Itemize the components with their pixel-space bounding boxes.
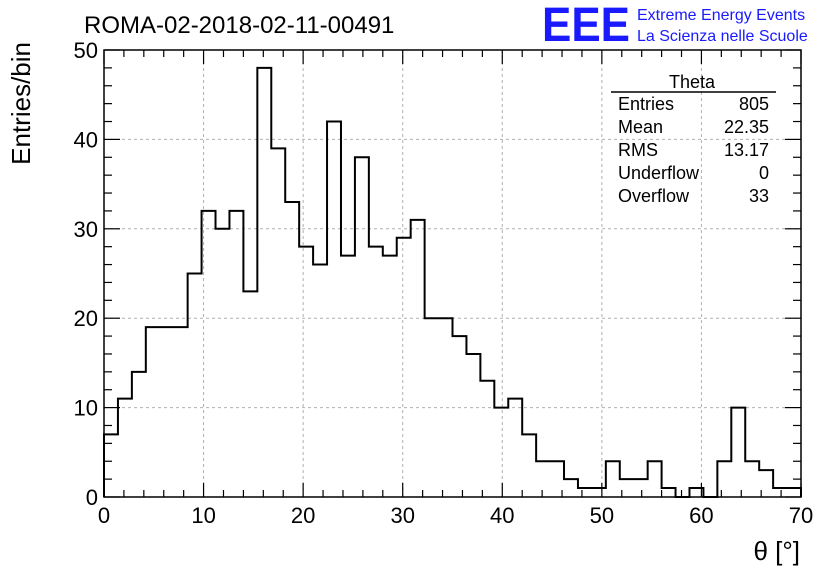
stats-title: Theta xyxy=(669,72,716,92)
x-tick-label: 10 xyxy=(191,503,215,528)
x-tick-label: 50 xyxy=(590,503,614,528)
histogram-bin xyxy=(369,247,383,497)
y-tick-label: 50 xyxy=(74,38,98,63)
histogram-bin xyxy=(620,479,634,497)
histogram-bin xyxy=(411,220,425,497)
histogram-bin xyxy=(536,461,550,497)
histogram-bins xyxy=(104,68,801,497)
logo-line2: La Scienza nelle Scuole xyxy=(637,28,808,45)
y-tick-label: 10 xyxy=(74,396,98,421)
stats-rows: Entries 805 Mean 22.35 RMS 13.17 Underflow 0 Ove… xyxy=(618,94,769,206)
stats-row-label: Entries xyxy=(618,94,674,114)
histogram-bin xyxy=(243,291,257,497)
histogram-bin xyxy=(271,148,285,497)
histogram-bin xyxy=(494,408,508,497)
x-tick-label: 20 xyxy=(291,503,315,528)
histogram-bin xyxy=(299,247,313,497)
logo-mark: EEE xyxy=(542,0,630,52)
stats-box: Theta Entries 805 Mean 22.35 RMS 13.17 Underfl… xyxy=(611,72,776,206)
histogram-bin xyxy=(132,372,146,497)
histogram-bin xyxy=(466,354,480,497)
histogram-bin xyxy=(745,461,759,497)
histogram-bin xyxy=(383,256,397,497)
y-tick-label: 40 xyxy=(74,127,98,152)
tick-labels: 0 10 20 30 40 50 60 70 0 10 20 30 40 50 xyxy=(74,38,814,528)
histogram-bin xyxy=(731,408,745,497)
histogram-bin xyxy=(480,381,494,497)
histogram-bin xyxy=(327,122,341,497)
histogram-bin xyxy=(202,211,216,497)
stats-row-label: Underflow xyxy=(618,163,700,183)
histogram-bin xyxy=(592,488,606,497)
x-tick-label: 60 xyxy=(689,503,713,528)
histogram-bin xyxy=(118,399,132,497)
stats-row-label: Overflow xyxy=(618,186,690,206)
y-axis-label: Entries/bin xyxy=(6,42,36,165)
chart-title: ROMA-02-2018-02-11-00491 xyxy=(84,12,394,39)
y-tick-label: 0 xyxy=(86,485,98,510)
y-tick-label: 30 xyxy=(74,217,98,242)
x-tick-label: 0 xyxy=(98,503,110,528)
grid-lines xyxy=(104,50,801,497)
y-tick-label: 20 xyxy=(74,306,98,331)
histogram-bin xyxy=(229,211,243,497)
histogram-bin xyxy=(578,488,592,497)
logo-line1: Extreme Energy Events xyxy=(637,7,805,24)
histogram-bin xyxy=(313,265,327,497)
stats-row-value: 22.35 xyxy=(724,117,769,137)
stats-row-label: RMS xyxy=(618,140,658,160)
stats-row-value: 0 xyxy=(759,163,769,183)
stats-row-label: Mean xyxy=(618,117,663,137)
histogram-bin xyxy=(662,488,676,497)
x-tick-label: 40 xyxy=(490,503,514,528)
histogram-bin xyxy=(216,229,230,497)
histogram-outline xyxy=(103,66,802,498)
x-tick-label: 30 xyxy=(390,503,414,528)
histogram-bin xyxy=(397,238,411,497)
histogram-bin xyxy=(606,461,620,497)
histogram-bin xyxy=(522,434,536,497)
histogram-bin xyxy=(104,434,118,497)
histogram-bin xyxy=(564,479,578,497)
histogram-bin xyxy=(717,461,731,497)
histogram-bin xyxy=(285,202,299,497)
histogram-bin xyxy=(425,318,439,497)
histogram-bin xyxy=(439,318,453,497)
x-axis-label: θ [°] xyxy=(753,536,800,566)
histogram-bin xyxy=(550,461,564,497)
histogram-bin xyxy=(160,327,174,497)
histogram-bin xyxy=(257,68,271,497)
histogram-bin xyxy=(508,399,522,497)
histogram-bin xyxy=(634,479,648,497)
histogram-bin xyxy=(787,488,801,497)
stats-row-value: 33 xyxy=(749,186,769,206)
histogram-bin xyxy=(341,256,355,497)
stats-row-value: 805 xyxy=(739,94,769,114)
histogram-bin xyxy=(453,336,467,497)
histogram-bin xyxy=(648,461,662,497)
plot-frame xyxy=(103,49,802,498)
histogram-bin xyxy=(773,488,787,497)
histogram-bin xyxy=(146,327,160,497)
histogram-bin xyxy=(689,488,703,497)
stats-row-value: 13.17 xyxy=(724,140,769,160)
histogram-bin xyxy=(174,327,188,497)
histogram-bin xyxy=(759,470,773,497)
histogram-bin xyxy=(355,157,369,497)
histogram-bin xyxy=(188,274,202,498)
eee-logo: EEE Extreme Energy Events La Scienza nel… xyxy=(542,0,808,52)
x-tick-label: 70 xyxy=(789,503,813,528)
